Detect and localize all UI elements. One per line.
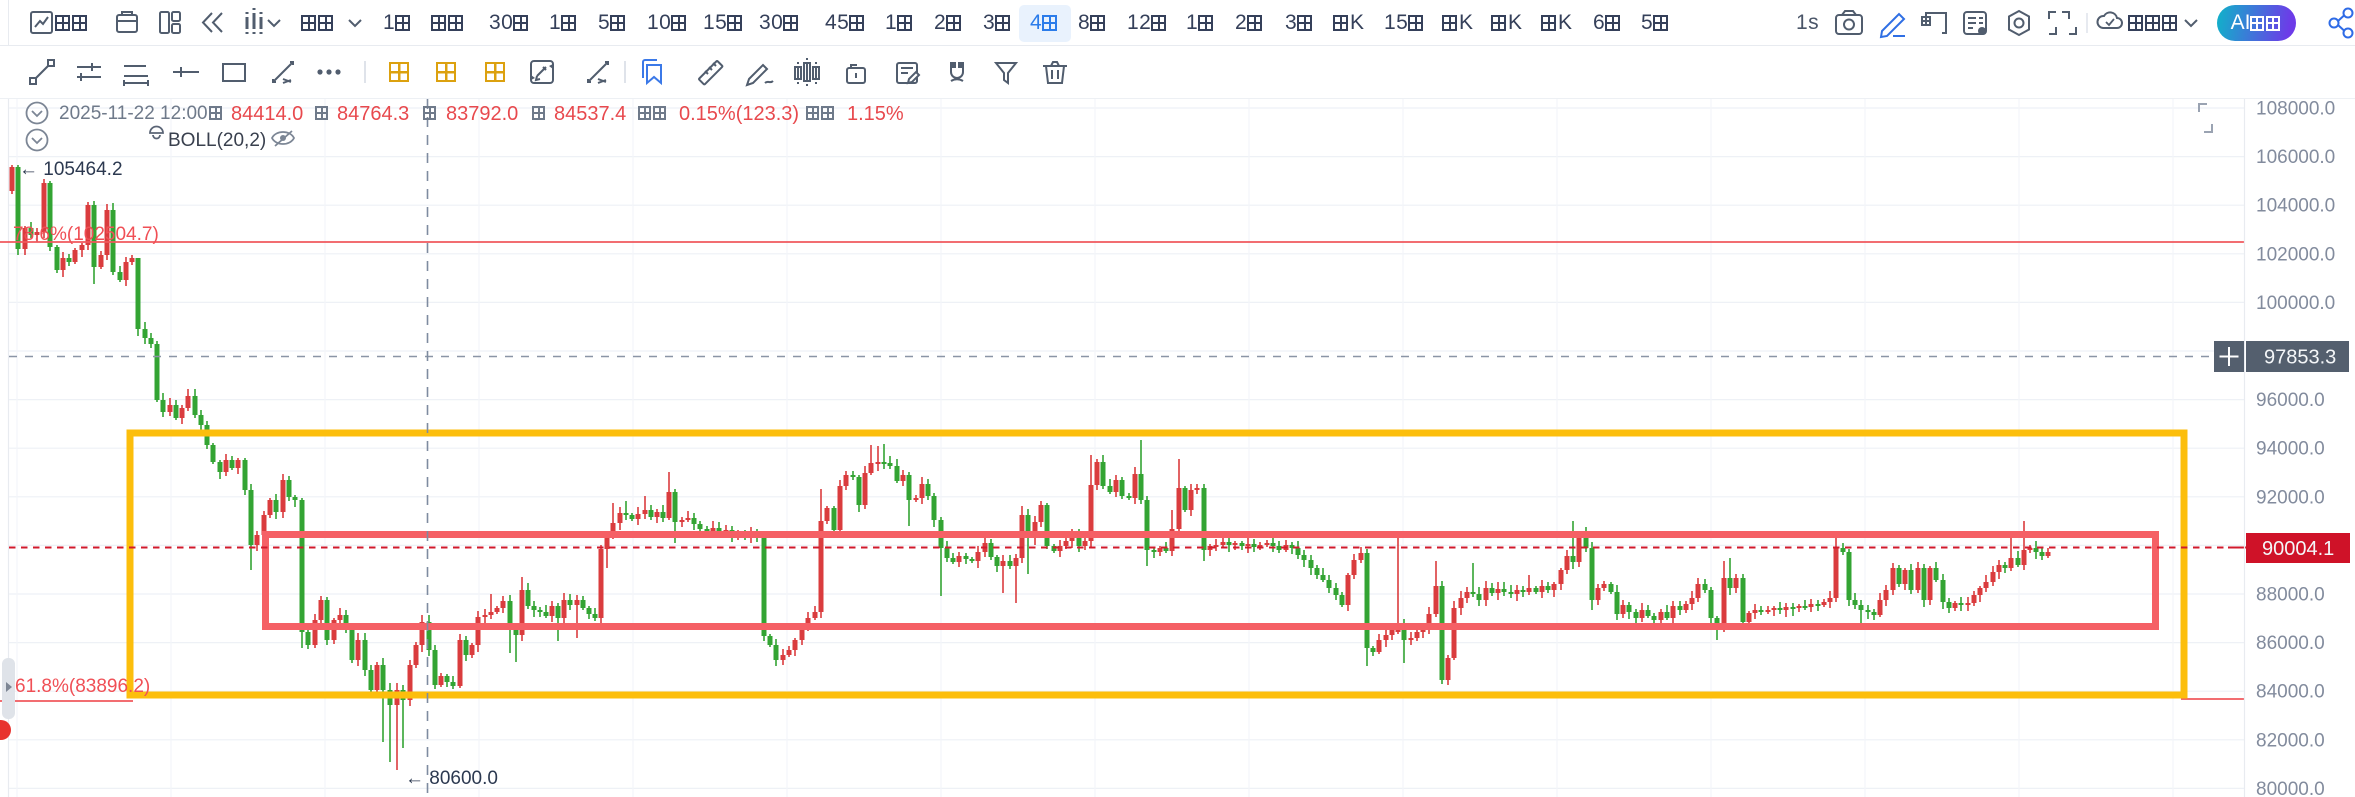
svg-text:88000.0: 88000.0 [2256,585,2325,606]
svg-text:← 80600.0: ← 80600.0 [405,768,498,789]
svg-text:96000.0: 96000.0 [2256,390,2325,411]
svg-text:108000.0: 108000.0 [2256,99,2335,120]
svg-text:86000.0: 86000.0 [2256,633,2325,654]
svg-text:106000.0: 106000.0 [2256,147,2335,168]
svg-text:← 105464.2: ← 105464.2 [19,159,123,180]
svg-text:82000.0: 82000.0 [2256,730,2325,751]
svg-text:78.6%(102504.7): 78.6%(102504.7) [13,224,159,245]
svg-text:92000.0: 92000.0 [2256,487,2325,508]
svg-text:94000.0: 94000.0 [2256,439,2325,460]
svg-text:61.8%(83896.2): 61.8%(83896.2) [15,676,150,697]
svg-text:100000.0: 100000.0 [2256,293,2335,314]
svg-text:84000.0: 84000.0 [2256,682,2325,703]
svg-text:90004.1: 90004.1 [2262,538,2334,560]
svg-text:104000.0: 104000.0 [2256,196,2335,217]
svg-text:102000.0: 102000.0 [2256,244,2335,265]
svg-text:97853.3: 97853.3 [2264,347,2336,369]
svg-text:80000.0: 80000.0 [2256,779,2325,797]
